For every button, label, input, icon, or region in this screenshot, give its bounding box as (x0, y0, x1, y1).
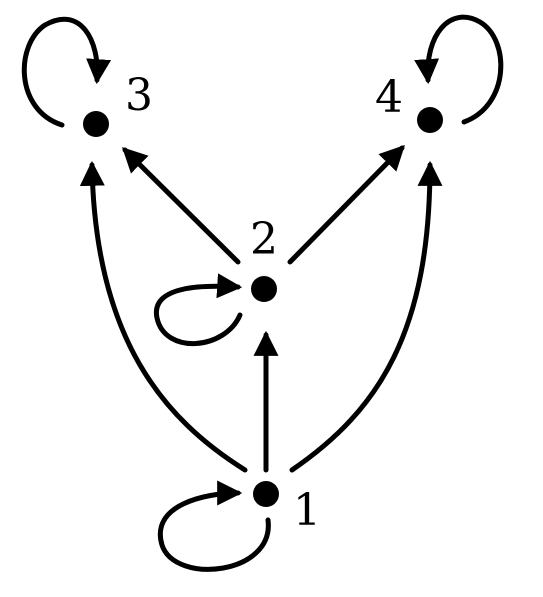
node-1 (253, 481, 279, 507)
self-loop-1 (157, 480, 271, 572)
node-label-3: 3 (125, 70, 153, 121)
edge-2-to-4 (287, 145, 405, 265)
self-loop-3 (21, 16, 112, 128)
self-loop-2 (153, 273, 243, 346)
node-3 (83, 111, 109, 137)
node-label-1: 1 (293, 485, 321, 536)
node-label-2: 2 (250, 214, 278, 265)
edge-1-to-4 (289, 160, 443, 473)
self-loop-4 (414, 14, 504, 125)
edge-1-to-3 (79, 160, 248, 473)
edge-2-to-3 (122, 147, 241, 265)
node-2 (251, 276, 277, 302)
node-4 (417, 107, 443, 133)
node-label-4: 4 (375, 72, 403, 123)
